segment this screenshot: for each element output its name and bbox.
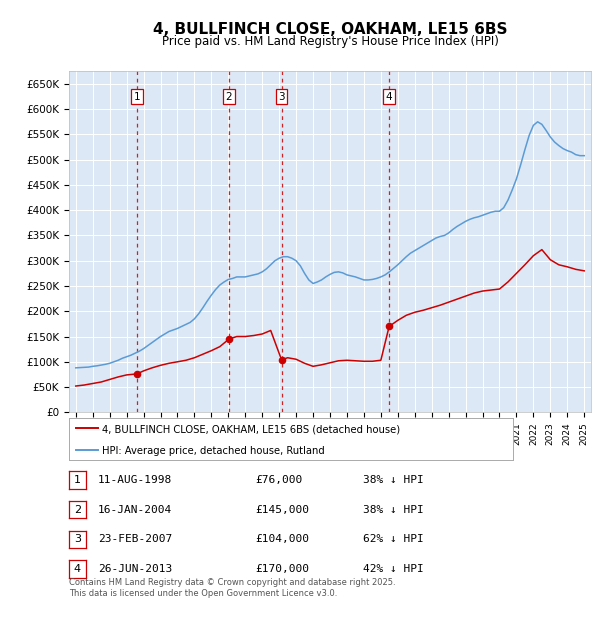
Text: 4: 4: [386, 92, 392, 102]
Text: Price paid vs. HM Land Registry's House Price Index (HPI): Price paid vs. HM Land Registry's House …: [161, 35, 499, 48]
Text: £104,000: £104,000: [255, 534, 309, 544]
Text: 62% ↓ HPI: 62% ↓ HPI: [363, 534, 424, 544]
Text: 26-JUN-2013: 26-JUN-2013: [98, 564, 172, 574]
Text: 11-AUG-1998: 11-AUG-1998: [98, 475, 172, 485]
Text: 1: 1: [134, 92, 140, 102]
Text: 3: 3: [74, 534, 81, 544]
Text: £145,000: £145,000: [255, 505, 309, 515]
Point: [132, 369, 142, 379]
Text: 2: 2: [74, 505, 81, 515]
Point: [385, 321, 394, 331]
Text: This data is licensed under the Open Government Licence v3.0.: This data is licensed under the Open Gov…: [69, 590, 337, 598]
Text: 4, BULLFINCH CLOSE, OAKHAM, LE15 6BS: 4, BULLFINCH CLOSE, OAKHAM, LE15 6BS: [153, 22, 507, 37]
Text: Contains HM Land Registry data © Crown copyright and database right 2025.: Contains HM Land Registry data © Crown c…: [69, 578, 395, 587]
Text: 4: 4: [74, 564, 81, 574]
Text: 42% ↓ HPI: 42% ↓ HPI: [363, 564, 424, 574]
Text: 4, BULLFINCH CLOSE, OAKHAM, LE15 6BS (detached house): 4, BULLFINCH CLOSE, OAKHAM, LE15 6BS (de…: [102, 424, 400, 434]
Text: 16-JAN-2004: 16-JAN-2004: [98, 505, 172, 515]
Text: £76,000: £76,000: [255, 475, 302, 485]
Text: 38% ↓ HPI: 38% ↓ HPI: [363, 475, 424, 485]
Text: £170,000: £170,000: [255, 564, 309, 574]
Point: [224, 334, 234, 344]
Point: [277, 355, 286, 365]
Text: HPI: Average price, detached house, Rutland: HPI: Average price, detached house, Rutl…: [102, 446, 325, 456]
Text: 3: 3: [278, 92, 285, 102]
Text: 38% ↓ HPI: 38% ↓ HPI: [363, 505, 424, 515]
Text: 1: 1: [74, 475, 81, 485]
Text: 23-FEB-2007: 23-FEB-2007: [98, 534, 172, 544]
Text: 2: 2: [226, 92, 232, 102]
